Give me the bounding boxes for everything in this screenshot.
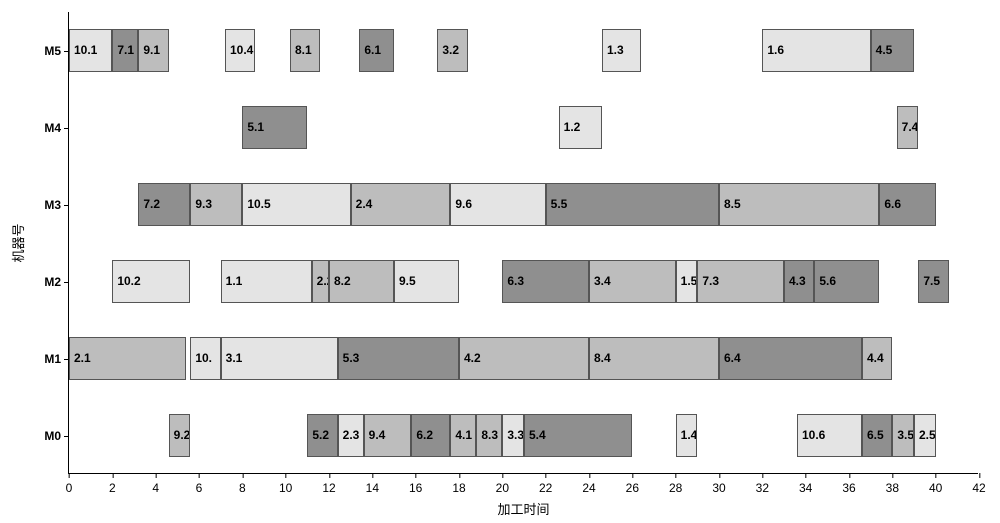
gantt-bar: 8.4 <box>589 337 719 379</box>
y-tick: M0 <box>44 429 69 443</box>
gantt-bar: 3.1 <box>221 337 338 379</box>
gantt-bar: 8.3 <box>476 414 502 456</box>
gantt-bar: 9.5 <box>394 260 459 302</box>
gantt-bar: 5.2 <box>307 414 337 456</box>
gantt-bar: 4.3 <box>784 260 814 302</box>
x-tick: 4 <box>152 473 159 495</box>
gantt-bar: 7.4 <box>897 106 919 148</box>
gantt-bar: 2.4 <box>351 183 451 225</box>
gantt-bar: 8.5 <box>719 183 879 225</box>
gantt-bar: 10.1 <box>69 29 112 71</box>
gantt-bar: 3.3 <box>502 414 524 456</box>
gantt-bar: 4.2 <box>459 337 589 379</box>
x-tick: 24 <box>582 473 595 495</box>
x-tick: 0 <box>66 473 73 495</box>
gantt-bar: 3.2 <box>437 29 467 71</box>
x-tick: 38 <box>886 473 899 495</box>
x-tick: 36 <box>842 473 855 495</box>
y-axis-label: 机器号 <box>8 223 27 262</box>
gantt-bar: 10.5 <box>242 183 350 225</box>
gantt-bar: 3.5 <box>892 414 914 456</box>
y-tick: M1 <box>44 352 69 366</box>
gantt-bar: 5.4 <box>524 414 632 456</box>
gantt-bar: 6.6 <box>879 183 935 225</box>
gantt-bar: 5.1 <box>242 106 307 148</box>
gantt-bar: 7.2 <box>138 183 190 225</box>
gantt-bar: 10.2 <box>112 260 190 302</box>
gantt-bar: 4.1 <box>450 414 476 456</box>
y-tick: M4 <box>44 121 69 135</box>
x-tick: 42 <box>972 473 985 495</box>
x-tick: 16 <box>409 473 422 495</box>
gantt-bar: 4.5 <box>871 29 914 71</box>
gantt-bar: 8.1 <box>290 29 320 71</box>
gantt-bar: 9.4 <box>364 414 412 456</box>
gantt-bar: 5.3 <box>338 337 459 379</box>
gantt-bar: 7.3 <box>697 260 784 302</box>
x-tick: 26 <box>626 473 639 495</box>
gantt-bar: 5.6 <box>814 260 879 302</box>
gantt-bar: 9.3 <box>190 183 242 225</box>
gantt-chart: 机器号 加工时间 M0M1M2M3M4M50246810121416182022… <box>0 0 1000 523</box>
x-tick: 34 <box>799 473 812 495</box>
y-tick: M5 <box>44 44 69 58</box>
x-tick: 12 <box>322 473 335 495</box>
gantt-bar: 6.2 <box>411 414 450 456</box>
x-tick: 6 <box>196 473 203 495</box>
gantt-bar: 2.1 <box>69 337 186 379</box>
x-tick: 20 <box>496 473 509 495</box>
x-tick: 30 <box>712 473 725 495</box>
x-tick: 22 <box>539 473 552 495</box>
gantt-bar: 1.6 <box>762 29 870 71</box>
gantt-bar: 1.1 <box>221 260 312 302</box>
gantt-bar: 3.4 <box>589 260 676 302</box>
gantt-bar: 6.5 <box>862 414 892 456</box>
gantt-bar: 5.5 <box>546 183 719 225</box>
x-tick: 28 <box>669 473 682 495</box>
gantt-bar: 10.4 <box>225 29 255 71</box>
gantt-bar: 1.4 <box>676 414 698 456</box>
plot-area: 机器号 加工时间 M0M1M2M3M4M50246810121416182022… <box>68 12 978 474</box>
gantt-bar: 9.6 <box>450 183 545 225</box>
gantt-bar: 10.6 <box>797 414 862 456</box>
gantt-bar: 2.3 <box>338 414 364 456</box>
x-tick: 18 <box>452 473 465 495</box>
gantt-bar: 2.5 <box>914 414 936 456</box>
gantt-bar: 4.4 <box>862 337 892 379</box>
gantt-bar: 9.1 <box>138 29 168 71</box>
x-axis-label: 加工时间 <box>497 499 549 518</box>
y-tick: M2 <box>44 275 69 289</box>
gantt-bar: 10. <box>190 337 220 379</box>
gantt-bar: 2.2 <box>312 260 329 302</box>
gantt-bar: 6.4 <box>719 337 862 379</box>
gantt-bar: 1.5 <box>676 260 698 302</box>
x-tick: 10 <box>279 473 292 495</box>
gantt-bar: 8.2 <box>329 260 394 302</box>
gantt-bar: 6.3 <box>502 260 589 302</box>
gantt-bar: 1.2 <box>559 106 602 148</box>
gantt-bar: 6.1 <box>359 29 394 71</box>
x-tick: 32 <box>756 473 769 495</box>
gantt-bar: 7.5 <box>918 260 948 302</box>
x-tick: 2 <box>109 473 116 495</box>
gantt-bar: 1.3 <box>602 29 641 71</box>
y-tick: M3 <box>44 198 69 212</box>
x-tick: 14 <box>366 473 379 495</box>
gantt-bar: 7.1 <box>112 29 138 71</box>
gantt-bar: 9.2 <box>169 414 191 456</box>
x-tick: 8 <box>239 473 246 495</box>
x-tick: 40 <box>929 473 942 495</box>
